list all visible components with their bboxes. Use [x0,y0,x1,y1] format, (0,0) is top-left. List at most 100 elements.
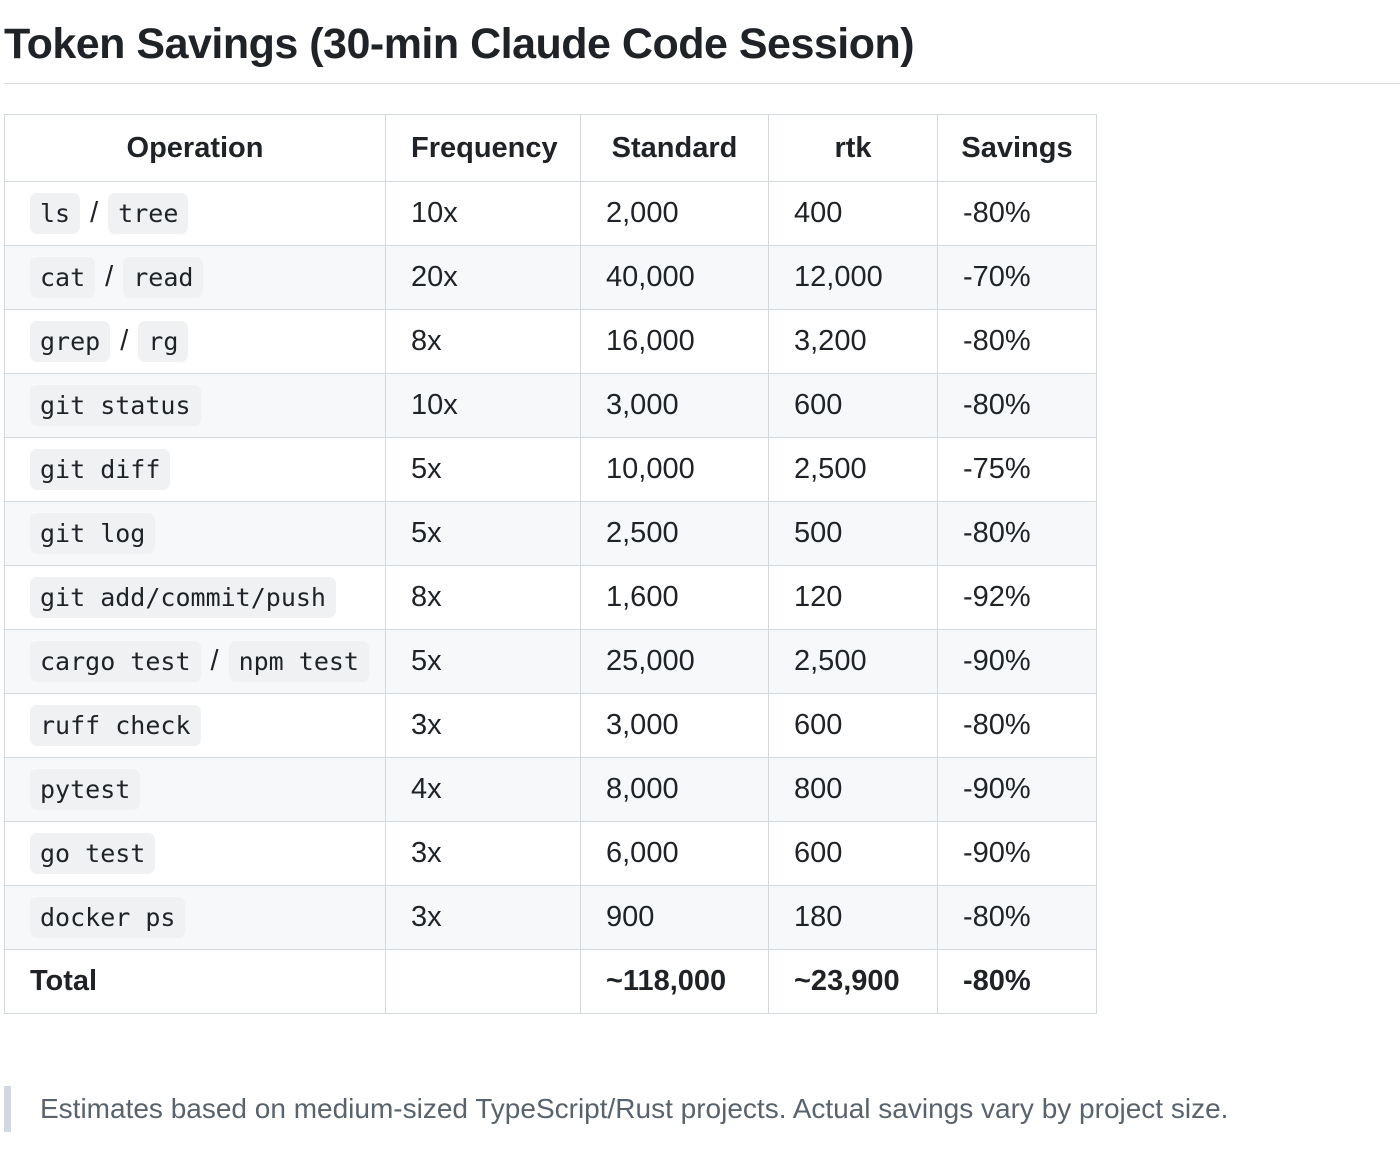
operation-cell: cargo test / npm test [4,629,386,694]
header-frequency: Frequency [385,114,581,182]
command-code: git status [30,385,201,426]
frequency-cell: 3x [385,693,581,758]
frequency-cell: 5x [385,437,581,502]
command-code: ls [30,193,81,234]
command-code: docker ps [30,897,186,938]
operation-cell: git add/commit/push [4,565,386,630]
command-code: cat [30,257,96,298]
operation-cell: pytest [4,757,386,822]
standard-cell: 3,000 [580,693,769,758]
table-row: pytest 4x 8,000 800 -90% [4,757,1097,822]
savings-cell: -80% [937,501,1097,566]
savings-cell: -75% [937,437,1097,502]
standard-cell: 40,000 [580,245,769,310]
standard-cell: 25,000 [580,629,769,694]
command-code: rg [138,321,189,362]
savings-cell: -90% [937,757,1097,822]
operation-cell: git diff [4,437,386,502]
operation-cell: grep / rg [4,309,386,374]
standard-cell: 900 [580,885,769,950]
command-code: tree [108,193,189,234]
table-header-row: Operation Frequency Standard rtk Savings [4,114,1097,182]
standard-cell: 1,600 [580,565,769,630]
savings-cell: -92% [937,565,1097,630]
command-separator: / [105,261,114,293]
operation-cell: git status [4,373,386,438]
table-row: grep / rg 8x 16,000 3,200 -80% [4,309,1097,374]
table-row: cat / read 20x 40,000 12,000 -70% [4,245,1097,310]
frequency-cell: 10x [385,181,581,246]
rtk-cell: 12,000 [768,245,938,310]
table-row: git log 5x 2,500 500 -80% [4,501,1097,566]
total-savings: -80% [937,949,1097,1014]
command-code: git add/commit/push [30,577,336,618]
frequency-cell: 5x [385,501,581,566]
table-row: docker ps 3x 900 180 -80% [4,885,1097,950]
table-row: ls / tree 10x 2,000 400 -80% [4,181,1097,246]
savings-cell: -80% [937,373,1097,438]
table-row: cargo test / npm test 5x 25,000 2,500 -90% [4,629,1097,694]
operation-cell: ls / tree [4,181,386,246]
frequency-cell: 5x [385,629,581,694]
command-code: cargo test [30,641,201,682]
frequency-cell: 8x [385,565,581,630]
rtk-cell: 180 [768,885,938,950]
footnote-text: Estimates based on medium-sized TypeScri… [40,1093,1229,1124]
operation-cell: cat / read [4,245,386,310]
operation-cell: go test [4,821,386,886]
rtk-cell: 600 [768,373,938,438]
frequency-cell: 10x [385,373,581,438]
title-divider [4,83,1400,84]
total-rtk: ~23,900 [768,949,938,1014]
rtk-cell: 600 [768,693,938,758]
savings-cell: -80% [937,309,1097,374]
footnote-blockquote: Estimates based on medium-sized TypeScri… [4,1086,1228,1132]
table-row: ruff check 3x 3,000 600 -80% [4,693,1097,758]
total-label: Total [4,949,386,1014]
rtk-cell: 3,200 [768,309,938,374]
total-frequency [385,949,581,1014]
command-code: npm test [228,641,369,682]
command-code: grep [30,321,111,362]
frequency-cell: 8x [385,309,581,374]
command-separator: / [210,645,219,677]
command-code: git log [30,513,156,554]
header-standard: Standard [580,114,769,182]
savings-cell: -80% [937,181,1097,246]
command-code: ruff check [30,705,201,746]
savings-cell: -90% [937,629,1097,694]
standard-cell: 16,000 [580,309,769,374]
command-code: pytest [30,769,141,810]
savings-cell: -80% [937,885,1097,950]
page-title: Token Savings (30-min Claude Code Sessio… [4,20,915,68]
header-operation: Operation [4,114,386,182]
command-code: git diff [30,449,171,490]
standard-cell: 8,000 [580,757,769,822]
standard-cell: 2,500 [580,501,769,566]
table-row: git diff 5x 10,000 2,500 -75% [4,437,1097,502]
table-row: go test 3x 6,000 600 -90% [4,821,1097,886]
total-standard: ~118,000 [580,949,769,1014]
total-row: Total ~118,000 ~23,900 -80% [4,949,1097,1014]
rtk-cell: 2,500 [768,629,938,694]
rtk-cell: 500 [768,501,938,566]
table-row: git add/commit/push 8x 1,600 120 -92% [4,565,1097,630]
header-savings: Savings [937,114,1097,182]
token-savings-table: Operation Frequency Standard rtk Savings… [4,114,1097,1014]
table-row: git status 10x 3,000 600 -80% [4,373,1097,438]
standard-cell: 2,000 [580,181,769,246]
savings-cell: -70% [937,245,1097,310]
frequency-cell: 3x [385,885,581,950]
standard-cell: 10,000 [580,437,769,502]
frequency-cell: 20x [385,245,581,310]
frequency-cell: 4x [385,757,581,822]
savings-cell: -90% [937,821,1097,886]
command-code: read [123,257,204,298]
savings-cell: -80% [937,693,1097,758]
rtk-cell: 400 [768,181,938,246]
command-code: go test [30,833,156,874]
operation-cell: git log [4,501,386,566]
command-separator: / [120,325,129,357]
standard-cell: 6,000 [580,821,769,886]
frequency-cell: 3x [385,821,581,886]
